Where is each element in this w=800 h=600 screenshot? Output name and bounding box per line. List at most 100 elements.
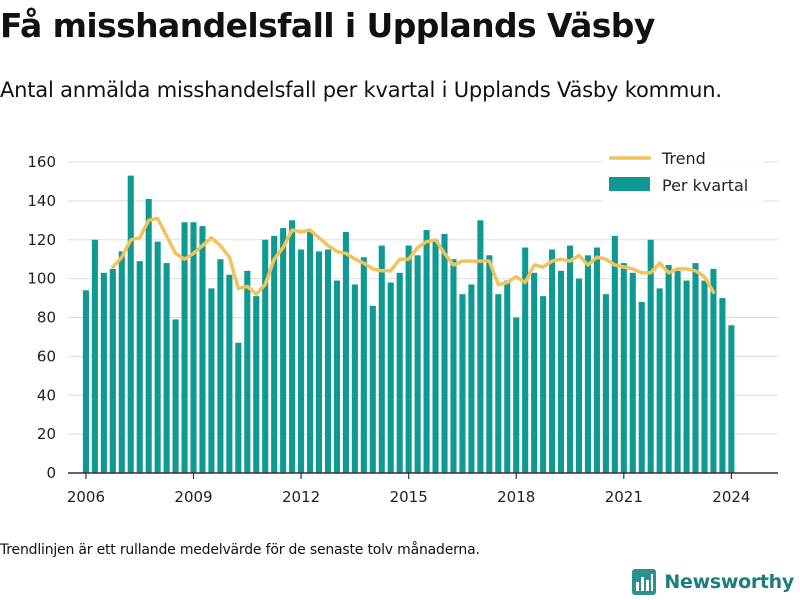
y-tick-label: 20 (37, 425, 56, 443)
bar (226, 274, 233, 473)
x-tick-label: 2012 (282, 488, 320, 506)
axes: 0 20 40 60 80 100 120 140 160 2006 2009 2012 2015 201… (27, 153, 778, 506)
bar (172, 319, 179, 473)
bar (271, 235, 278, 473)
legend: Trend Per kvartal (602, 149, 764, 206)
bar (647, 239, 654, 473)
bar (306, 231, 314, 473)
bar (692, 263, 699, 473)
bar (324, 249, 332, 473)
bar (629, 272, 636, 473)
footnote: Trendlinjen är ett rullande medelvärde f… (0, 542, 480, 558)
y-tick-label: 140 (27, 192, 56, 210)
bar (163, 263, 170, 473)
legend-per-kvartal-label: Per kvartal (662, 176, 748, 195)
bar (710, 268, 717, 473)
bar (611, 235, 618, 473)
bar (253, 296, 260, 473)
bar (575, 278, 583, 473)
bar (333, 280, 340, 473)
bar (683, 280, 690, 473)
x-tick-label: 2018 (497, 488, 535, 506)
bar (450, 259, 457, 473)
bar (235, 342, 242, 473)
bar (289, 220, 296, 473)
bar (423, 230, 430, 473)
bar (665, 265, 672, 473)
bar (315, 251, 323, 473)
bar (656, 288, 663, 473)
bar (127, 175, 134, 473)
bar (342, 231, 349, 473)
bar (593, 247, 600, 473)
bar (468, 284, 475, 473)
y-tick-label: 160 (27, 153, 56, 171)
bar (441, 233, 448, 473)
x-tick-label: 2006 (67, 488, 105, 506)
bar (495, 294, 502, 473)
y-tick-label: 40 (37, 386, 56, 404)
y-tick-label: 100 (27, 270, 56, 288)
bar (199, 226, 206, 473)
x-tick-label: 2009 (174, 488, 212, 506)
bar (181, 222, 188, 473)
bar (602, 294, 609, 473)
bar (486, 255, 493, 473)
bar (719, 298, 726, 473)
newsworthy-logo-icon (632, 569, 657, 595)
bar-series-per-kvartal (82, 175, 735, 473)
bar (531, 272, 538, 473)
bar (477, 220, 484, 473)
bar (118, 251, 125, 473)
bar (378, 245, 385, 473)
bar (549, 249, 556, 473)
chart-subtitle: Antal anmälda misshandelsfall per kvarta… (0, 78, 722, 102)
x-tick-label: 2024 (712, 488, 750, 506)
legend-trend-label: Trend (661, 149, 706, 168)
y-tick-label: 80 (37, 309, 56, 327)
bar-chart: 0 20 40 60 80 100 120 140 160 2006 2009 2012 2015 201… (27, 149, 778, 506)
brand-name: Newsworthy (664, 571, 794, 593)
brand-logo[interactable]: Newsworthy (631, 568, 794, 596)
x-tick-label: 2015 (390, 488, 428, 506)
trend-line (111, 216, 716, 296)
bar (513, 317, 520, 473)
bar (387, 282, 394, 473)
x-tick-label: 2021 (605, 488, 643, 506)
bar (262, 239, 269, 473)
bar (432, 239, 439, 473)
bar (584, 255, 591, 473)
bar (244, 270, 251, 473)
bar (558, 270, 565, 473)
bar (91, 239, 98, 473)
bar (136, 261, 143, 473)
bar (414, 255, 421, 473)
bar (701, 280, 708, 473)
bar (154, 241, 161, 473)
bar (351, 284, 358, 473)
y-tick-label: 60 (37, 347, 56, 365)
y-tick-label: 120 (27, 231, 56, 249)
bar (109, 268, 116, 473)
bar (540, 296, 547, 473)
bar (638, 301, 645, 473)
bar (620, 263, 627, 473)
bar (674, 270, 681, 473)
bar (522, 247, 529, 473)
bar (280, 228, 287, 473)
legend-per-kvartal-swatch (609, 177, 650, 191)
bar (298, 249, 305, 473)
bar (217, 259, 224, 473)
bar (190, 222, 197, 473)
bar (208, 288, 215, 473)
bar (396, 272, 403, 473)
bar (82, 290, 89, 473)
bar (360, 257, 367, 473)
bar (504, 280, 511, 473)
bar (566, 245, 574, 473)
y-tick-label: 0 (46, 464, 56, 482)
bar (145, 198, 152, 473)
bar (459, 294, 466, 473)
bar (728, 325, 735, 473)
chart-title: Få misshandelsfall i Upplands Väsby (0, 6, 655, 45)
